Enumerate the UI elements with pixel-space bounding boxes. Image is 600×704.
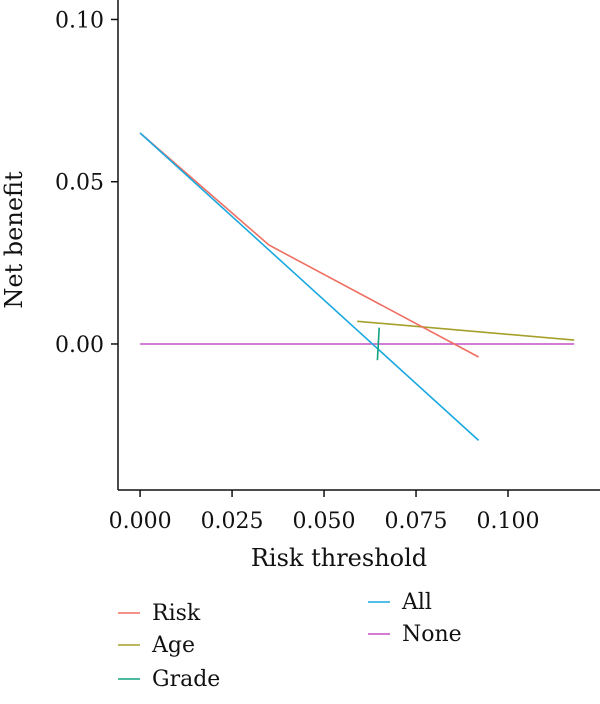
x-tick-label: 0.050 [293, 509, 356, 534]
series-line-grade [376, 327, 380, 361]
y-ticks: 0.00 0.05 0.10 [55, 8, 118, 358]
legend-label-grade: Grade [152, 667, 220, 692]
series-line-risk [139, 132, 479, 358]
legend-label-all: All [401, 590, 432, 615]
x-ticks: 0.000 0.025 0.050 0.075 0.100 [109, 490, 540, 534]
series-line-age [357, 320, 575, 341]
y-tick-label: 0.05 [55, 171, 104, 196]
y-tick-label: 0.00 [55, 333, 104, 358]
legend-label-risk: Risk [152, 601, 201, 626]
series-line-all [139, 132, 480, 441]
y-tick-label: 0.10 [55, 8, 104, 33]
x-tick-label: 0.000 [109, 509, 172, 534]
x-tick-label: 0.100 [477, 509, 540, 534]
legend-label-none: None [402, 622, 462, 647]
axes [117, 0, 600, 491]
x-tick-label: 0.075 [385, 509, 448, 534]
y-axis-title: Net benefit [0, 171, 28, 309]
legend-label-age: Age [151, 633, 195, 658]
series-lines [139, 132, 575, 441]
x-axis-title: Risk threshold [251, 544, 427, 572]
legend: Risk Age Grade All None [118, 590, 462, 692]
x-tick-label: 0.025 [201, 509, 264, 534]
